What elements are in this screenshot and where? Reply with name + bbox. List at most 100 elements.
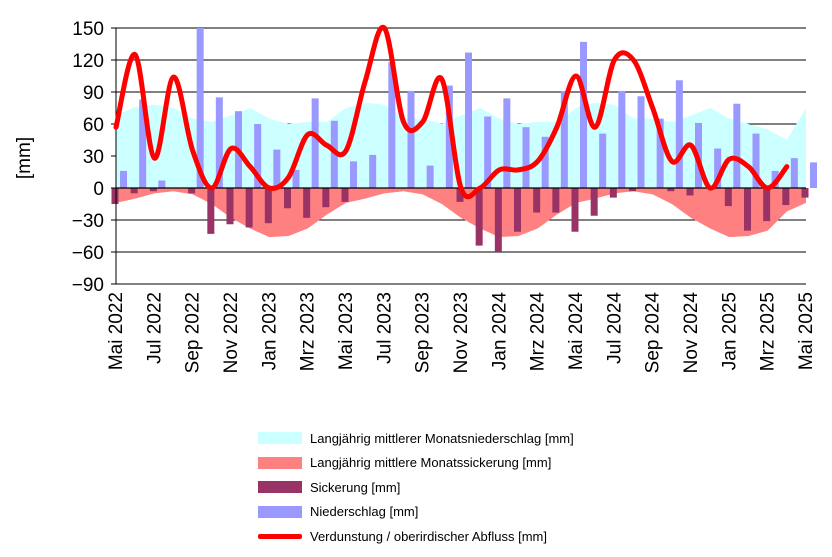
bar-seepage — [590, 188, 598, 216]
x-tick-label: Mrz 2024 — [528, 292, 549, 372]
x-tick-label: Jul 2024 — [604, 292, 625, 364]
legend-line — [258, 533, 302, 539]
y-axis-title: [mm] — [14, 137, 35, 179]
bars — [111, 28, 817, 252]
bar-seepage — [609, 188, 617, 198]
legend-label: Langjährig mittlere Monatssickerung [mm] — [310, 455, 552, 471]
bar-precipitation — [503, 98, 511, 188]
bar-seepage — [686, 188, 694, 196]
bar-seepage — [188, 188, 196, 194]
bar-seepage — [744, 188, 751, 231]
x-tick-label: Nov 2022 — [221, 292, 242, 373]
legend-item: Sickerung [mm] — [258, 475, 818, 500]
x-tick-label: Mrz 2023 — [298, 292, 319, 371]
x-tick-label: Sep 2023 — [413, 292, 434, 373]
bar-precipitation — [445, 85, 453, 188]
legend-item: Langjährig mittlere Monatssickerung [mm] — [258, 451, 818, 476]
legend-swatch — [258, 481, 302, 494]
bar-precipitation — [656, 118, 664, 188]
bar-precipitation — [311, 98, 319, 188]
bar-precipitation — [675, 80, 683, 188]
legend-label: Langjährig mittlerer Monatsniederschlag … — [310, 430, 574, 446]
bar-seepage — [284, 188, 291, 209]
bar-seepage — [149, 188, 157, 192]
bar-seepage — [514, 188, 521, 232]
bar-seepage — [763, 188, 771, 222]
bar-precipitation — [273, 149, 281, 188]
bar-seepage — [322, 188, 330, 208]
x-tick-label: Jan 2025 — [719, 292, 740, 370]
bar-seepage — [264, 188, 272, 224]
bar-precipitation — [254, 124, 262, 188]
bar-precipitation — [637, 96, 645, 188]
x-tick-label: Sep 2022 — [183, 292, 204, 373]
bar-precipitation — [215, 97, 223, 188]
bar-seepage — [782, 188, 790, 206]
bar-precipitation — [120, 170, 127, 188]
bar-precipitation — [714, 148, 722, 188]
legend-item: Verdunstung / oberirdischer Abfluss [mm] — [258, 524, 818, 549]
line-evaporation-runoff — [113, 24, 790, 200]
y-tick-label: −90 — [72, 275, 104, 296]
bar-seepage — [667, 188, 675, 192]
x-tick-label: Mai 2024 — [566, 292, 587, 371]
bar-seepage — [724, 188, 732, 207]
bar-precipitation — [810, 162, 817, 188]
bar-precipitation — [465, 52, 472, 189]
legend-swatch — [258, 456, 302, 469]
bar-precipitation — [580, 41, 587, 188]
area-long-term-precipitation — [116, 102, 806, 188]
y-tick-label: 120 — [72, 51, 104, 72]
bar-precipitation — [733, 103, 741, 188]
x-tick-label: Nov 2024 — [681, 292, 702, 374]
bar-seepage — [245, 188, 253, 228]
y-tick-label: −30 — [72, 211, 104, 232]
x-tick-label: Mai 2025 — [796, 292, 817, 370]
bar-seepage — [533, 188, 541, 213]
x-tick-labels: Mai 2022 Jul 2022 Sep 2022 Nov 2022 Jan 2023… — [106, 292, 817, 374]
bar-precipitation — [196, 28, 204, 188]
bar-seepage — [494, 188, 502, 252]
legend-item: Niederschlag [mm] — [258, 500, 818, 525]
x-tick-label: Jan 2024 — [489, 292, 510, 371]
bar-precipitation — [158, 180, 166, 188]
bar-precipitation — [407, 90, 415, 188]
legend-label: Sickerung [mm] — [310, 479, 401, 495]
x-tick-label: Sep 2024 — [643, 292, 664, 374]
chart: 150 120 90 60 30 0 −30 −60 −90 Mai 2022 Jul 2022 S… — [14, 19, 817, 374]
bar-seepage — [130, 188, 138, 194]
bar-seepage — [207, 188, 215, 234]
bar-precipitation — [790, 158, 798, 188]
bar-seepage — [341, 188, 349, 202]
legend-label: Verdunstung / oberirdischer Abfluss [mm] — [310, 528, 548, 544]
bar-precipitation — [484, 116, 492, 188]
x-tick-label: Mai 2022 — [106, 292, 127, 370]
bar-precipitation — [522, 127, 530, 188]
y-tick-labels: 150 120 90 60 30 0 −30 −60 −90 — [72, 19, 104, 296]
y-tick-label: 0 — [93, 179, 104, 200]
bar-precipitation — [292, 169, 300, 188]
y-tick-label: 150 — [72, 19, 104, 40]
legend-item: Langjährig mittlerer Monatsniederschlag … — [258, 426, 818, 451]
area-precipitation-shape — [116, 102, 806, 188]
x-tick-label: Mrz 2025 — [758, 292, 779, 371]
x-tick-label: Jul 2023 — [374, 292, 395, 364]
bar-precipitation — [560, 90, 568, 188]
bar-seepage — [111, 188, 119, 204]
bar-precipitation — [599, 133, 607, 188]
y-tick-label: 60 — [83, 115, 104, 136]
x-tick-label: Mai 2023 — [336, 292, 357, 370]
line-path — [113, 24, 790, 200]
bar-seepage — [571, 188, 579, 232]
y-tick-label: −60 — [72, 243, 104, 264]
x-tick-label: Jan 2023 — [259, 292, 280, 370]
bar-precipitation — [139, 99, 147, 188]
bar-precipitation — [369, 154, 377, 188]
bar-seepage — [552, 188, 560, 213]
bar-precipitation — [350, 161, 357, 188]
x-tick-label: Nov 2023 — [451, 292, 472, 373]
y-tick-label: 90 — [83, 83, 104, 104]
bar-precipitation — [752, 133, 760, 188]
bar-precipitation — [618, 90, 626, 188]
bar-seepage — [226, 188, 234, 225]
